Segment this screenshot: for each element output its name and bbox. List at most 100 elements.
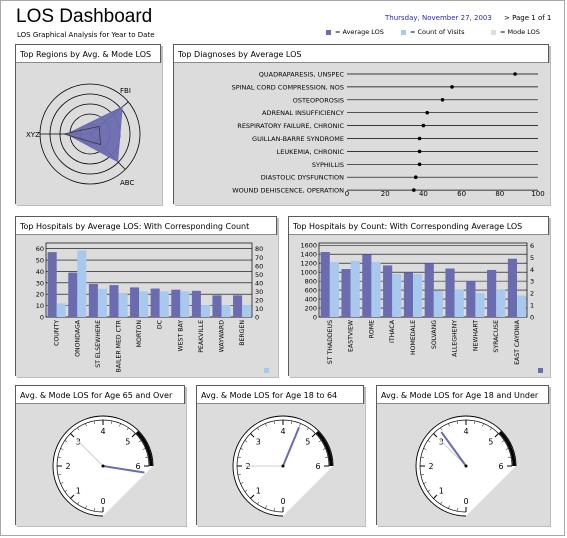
panel-title: Top Diagnoses by Average LOS (174, 45, 548, 63)
bar-primary (109, 285, 119, 317)
gauge-label: 6 (315, 462, 320, 471)
y-left-tick-label: 1600 (300, 242, 317, 250)
diagnosis-point (450, 85, 454, 89)
gauge-tick (299, 423, 301, 427)
y-left-tick-label: 1400 (300, 251, 317, 259)
y-right-tick-label: 40 (255, 279, 263, 287)
bar-secondary (159, 291, 169, 317)
y-left-tick-label: 10 (36, 302, 44, 310)
x-category-label: ROME (368, 320, 375, 339)
page-indicator[interactable]: > Page 1 of 1 (504, 14, 552, 22)
diagnosis-point (513, 72, 517, 76)
gauge-tick (322, 448, 326, 450)
legend-swatch-mode (491, 29, 496, 35)
bar-secondary (77, 250, 87, 317)
x-category-label: HOMEDALE (410, 320, 417, 355)
y-left-tick-label: 20 (36, 291, 44, 299)
x-category-label: ITHACA (389, 319, 396, 343)
bar-secondary (56, 303, 66, 317)
diagnoses-dot-chart: QUADRAPARESIS, UNSPEC SPINAL CORD COMPRES… (174, 63, 550, 205)
bar-secondary (433, 290, 443, 317)
corner-marker (264, 368, 269, 373)
y-left-tick-label: 600 (305, 287, 317, 295)
diagnosis-label: QUADRAPARESIS, UNSPEC (259, 71, 345, 79)
x-category-label: ONONDAGA (74, 319, 81, 357)
radar-axis-label: ABC (120, 179, 134, 187)
gauge-tick (93, 508, 95, 512)
bar-secondary (517, 295, 527, 317)
panel-title: Top Regions by Avg. & Mode LOS (16, 45, 160, 63)
gauge-label: 4 (463, 427, 468, 436)
y-right-tick-label: 3 (530, 278, 534, 286)
y-right-tick-label: 80 (255, 245, 263, 253)
gauge-tick (126, 427, 129, 431)
y-left-tick-label: 0 (40, 314, 44, 322)
gauge-tick (85, 505, 87, 509)
gauge-tick (240, 448, 244, 450)
x-category-label: WAYWARD (219, 320, 226, 353)
diagnosis-label: OSTEOPOROSIS (293, 96, 344, 104)
gauge-tick (250, 494, 255, 499)
x-category-label: SYRACUSE (493, 320, 500, 353)
gauge-tick (273, 420, 275, 424)
x-category-label: WEST BAY (177, 320, 184, 352)
gauge-high-zone (498, 431, 516, 467)
y-right-tick-label: 20 (255, 296, 263, 304)
y-right-tick-label: 1 (530, 302, 534, 310)
bar-primary (212, 295, 222, 317)
gauge-label: 1 (256, 487, 261, 496)
page-title: LOS Dashboard (16, 6, 153, 27)
gauge-tick (427, 489, 431, 492)
y-left-tick-label: 800 (305, 278, 317, 286)
x-category-label: EASTVIEW (348, 320, 355, 352)
gauge-label: 4 (280, 427, 285, 436)
gauge-tick (257, 427, 260, 431)
x-category-label: NEWHART (472, 320, 479, 351)
gauge-tick (311, 433, 316, 438)
diagnosis-label: SYPHILLIS (312, 161, 344, 169)
report-date: Thursday, November 27, 2003 (385, 14, 492, 22)
diagnosis-label: SPINAL CORD COMPRESSION, NOS (232, 83, 344, 91)
diagnosis-point (412, 188, 416, 192)
y-left-tick-label: 1200 (300, 260, 317, 268)
radar-series-mode (63, 125, 101, 146)
gauge-label: 6 (498, 462, 503, 471)
gauge-tick (70, 494, 75, 499)
bar-primary (68, 272, 78, 317)
gauge-label: 2 (428, 462, 433, 471)
gauge-tick (456, 508, 458, 512)
y-right-tick-label: 4 (530, 266, 534, 274)
gauge-label: 5 (488, 437, 493, 446)
gauge-tick (57, 456, 61, 458)
gauge-tick (489, 427, 492, 431)
gauge-label: 1 (439, 487, 444, 496)
gauge-tick (60, 482, 64, 484)
bar-primary (150, 288, 160, 317)
gauge-tick (273, 508, 275, 512)
legend-label: = Average LOS (335, 28, 384, 36)
gauge-tick (265, 423, 267, 427)
gauge-tick (474, 420, 476, 424)
radar-axis-label: XYZ (26, 131, 40, 139)
gauge-tick (250, 433, 255, 438)
gauge-hub (281, 464, 285, 468)
gauge-tick (508, 456, 512, 458)
gauge-tick (433, 494, 438, 499)
gauge-tick (440, 427, 443, 431)
legend-count-visits: = Count of Visits (401, 28, 464, 36)
bar-secondary (496, 289, 506, 317)
bar-primary (362, 254, 372, 317)
diagnosis-point (440, 98, 445, 102)
gauge-tick (433, 433, 438, 438)
bar-primary (445, 268, 455, 317)
gauge-panel-65-over: Avg. & Mode LOS for Age 65 and Over 0123… (15, 385, 186, 526)
y-right-tick-label: 0 (530, 314, 534, 322)
gauge-tick (265, 505, 267, 509)
y-right-tick-label: 70 (255, 254, 263, 262)
y-right-tick-label: 30 (255, 288, 263, 296)
bar-primary (47, 252, 57, 317)
gauge-label: 0 (463, 497, 468, 506)
gauge-tick (57, 474, 61, 476)
